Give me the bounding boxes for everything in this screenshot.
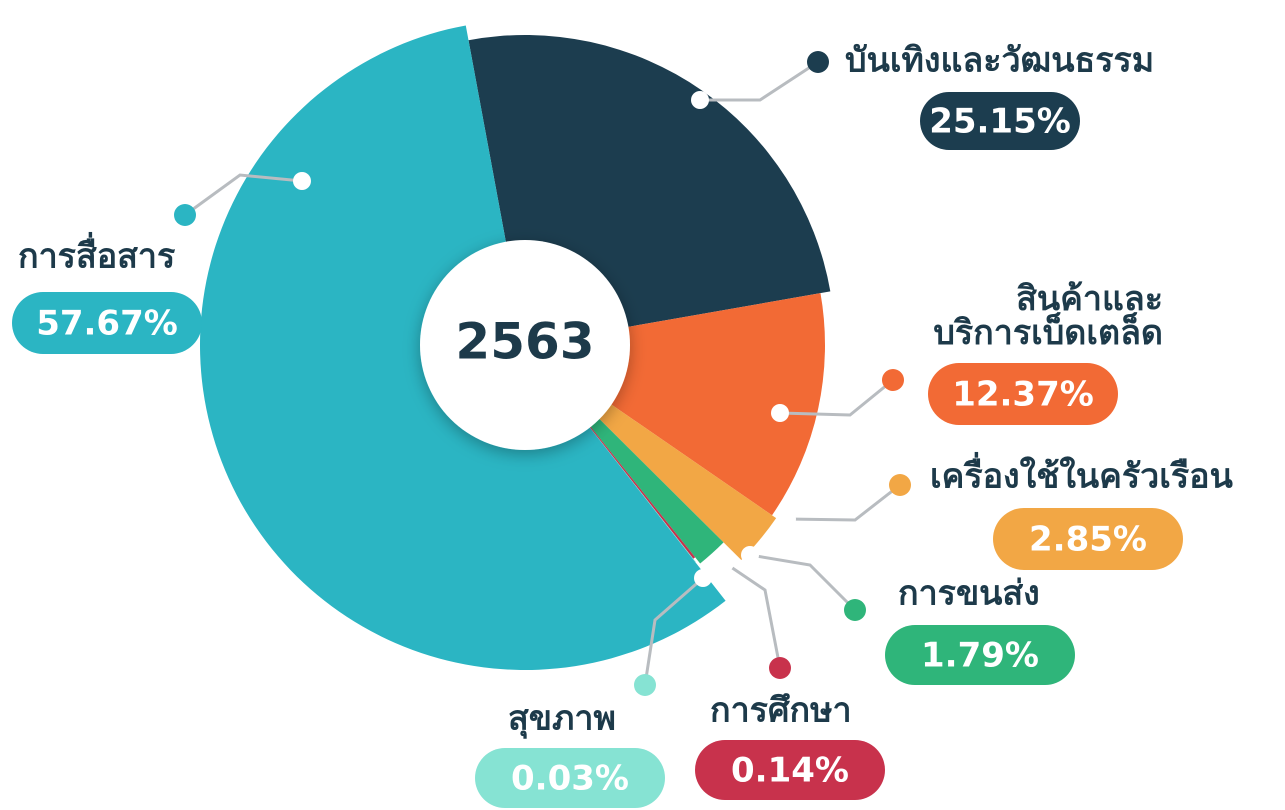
leader-dot (807, 51, 829, 73)
value-pill (920, 92, 1080, 150)
leader-dot (769, 657, 791, 679)
leader-dot (174, 204, 196, 226)
leader-line (643, 576, 704, 686)
value-pill (993, 508, 1183, 570)
value-pill (928, 363, 1118, 425)
value-label: 0.14% (731, 751, 849, 791)
leader-line (749, 553, 857, 612)
leader-dot (634, 674, 656, 696)
leader-line (786, 483, 901, 522)
value-label: 0.03% (511, 759, 629, 799)
value-pill (12, 292, 202, 354)
value-pill (695, 740, 885, 800)
leader-inner-dot (694, 569, 712, 587)
leader-inner-dot (716, 554, 734, 572)
leader-inner-dot (741, 546, 759, 564)
category-label: สินค้าและบริการเบ็ดเตล็ด (933, 279, 1163, 353)
category-label: การสื่อสาร (18, 232, 176, 277)
leader-line (779, 378, 894, 417)
center-label: 2563 (455, 313, 594, 371)
value-pill (475, 748, 665, 808)
leader-dot (844, 599, 866, 621)
category-label: สุขภาพ (508, 699, 616, 740)
leader-dot (882, 369, 904, 391)
category-label: เครื่องใช้ในครัวเรือน (930, 452, 1233, 497)
category-label: การศึกษา (710, 691, 852, 731)
leader-inner-dot (778, 510, 796, 528)
value-label: 12.37% (952, 375, 1094, 415)
value-label: 25.15% (929, 102, 1071, 142)
value-label: 1.79% (921, 636, 1039, 676)
leader-line (724, 561, 782, 669)
leader-inner-dot (691, 91, 709, 109)
center-hole (420, 240, 630, 450)
value-label: 2.85% (1029, 520, 1147, 560)
category-label: การขนส่ง (898, 574, 1040, 614)
leader-inner-dot (771, 404, 789, 422)
leader-line (700, 60, 819, 102)
leader-inner-dot (293, 172, 311, 190)
value-label: 57.67% (36, 304, 178, 344)
leader-dot (889, 474, 911, 496)
value-pill (885, 625, 1075, 685)
category-label: บันเทิงและวัฒนธรรม (845, 41, 1154, 81)
leader-line (184, 173, 303, 217)
